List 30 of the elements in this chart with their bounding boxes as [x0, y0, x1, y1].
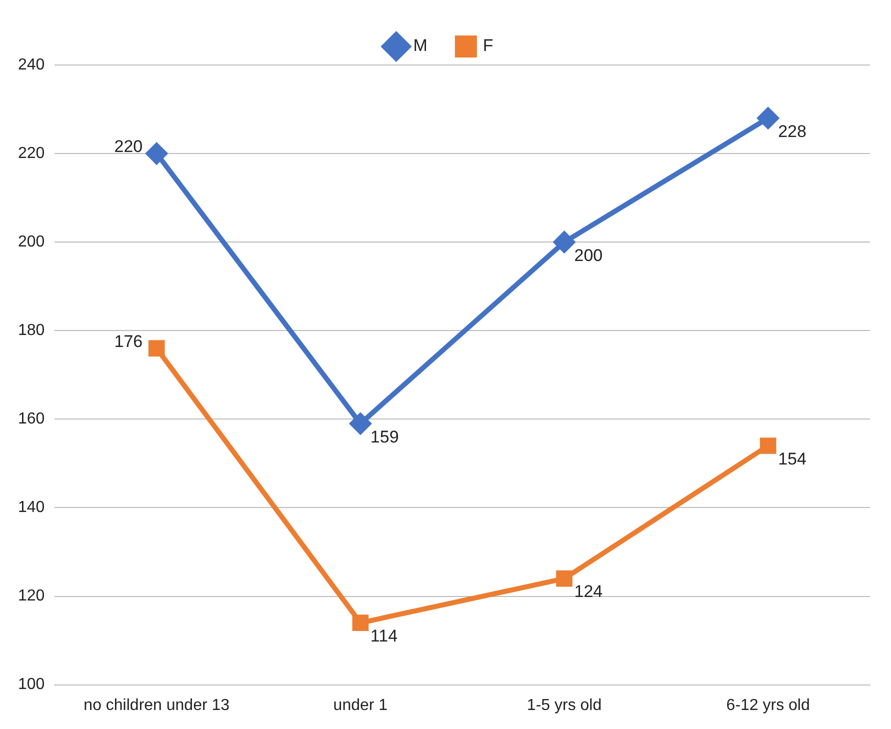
y-tick-label: 160	[18, 410, 45, 428]
point	[350, 413, 371, 434]
point	[148, 340, 165, 356]
data-label: 154	[778, 449, 806, 468]
data-label: 228	[778, 122, 806, 141]
y-tick-label: 180	[18, 322, 45, 340]
x-tick-label: 6-12 yrs old	[726, 696, 810, 714]
data-label: 200	[574, 246, 603, 265]
point	[352, 614, 369, 631]
x-tick-label: no children under 13	[84, 696, 230, 714]
point	[760, 438, 776, 454]
data-label: 176	[114, 332, 143, 352]
y-tick-label: 200	[18, 233, 45, 250]
y-tick-label: 140	[18, 499, 45, 516]
legend-label: M	[413, 36, 428, 56]
data-label: 114	[370, 626, 398, 646]
y-tick-label: 100	[18, 676, 45, 694]
legend-label: F	[482, 36, 494, 56]
x-tick-label: 1-5 yrs old	[526, 696, 602, 714]
y-tick-label: 240	[18, 56, 45, 74]
data-label: 220	[114, 137, 143, 156]
point	[556, 570, 572, 587]
point	[146, 143, 168, 164]
point	[758, 108, 779, 129]
data-label: 159	[370, 427, 399, 446]
y-tick-label: 120	[18, 588, 45, 605]
x-tick-label: under 1	[333, 696, 388, 714]
y-tick-label: 220	[18, 144, 45, 162]
data-label: 124	[574, 582, 603, 602]
point	[554, 232, 575, 253]
